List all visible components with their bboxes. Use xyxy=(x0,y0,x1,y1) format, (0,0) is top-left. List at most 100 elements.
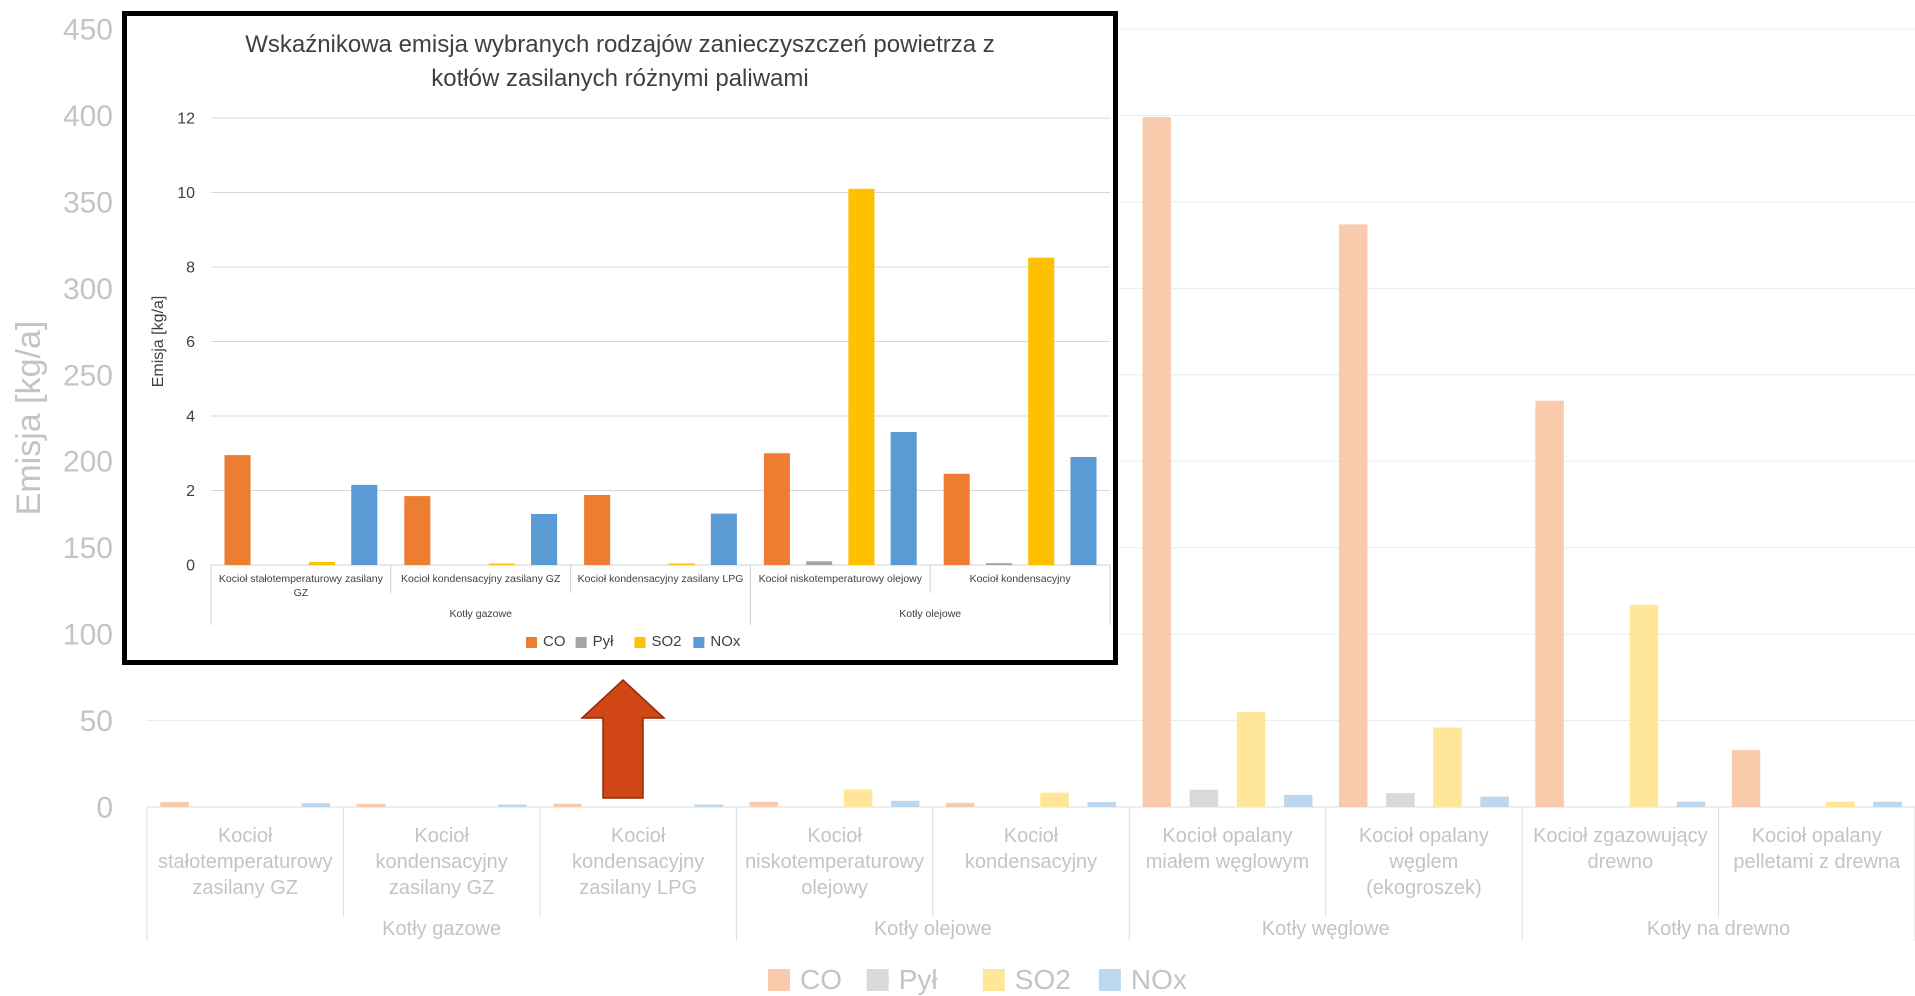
legend-swatch-py xyxy=(575,637,587,648)
category-label: Kocioł xyxy=(414,825,469,847)
group-label: Kotły olejowe xyxy=(899,608,961,620)
bar-nox-2 xyxy=(694,804,724,807)
legend-label: Pył xyxy=(899,964,939,995)
category-label: Kocioł zgazowujący xyxy=(1533,825,1708,847)
bar-co-3 xyxy=(763,453,790,565)
bar-co-3 xyxy=(749,801,779,807)
bar-so2-3 xyxy=(843,789,873,807)
category-label: Kocioł opalany xyxy=(1162,825,1292,847)
category-label: Kocioł opalany xyxy=(1752,825,1882,847)
bar-nox-1 xyxy=(498,804,527,807)
y-axis-label: Emisja [kg/a] xyxy=(150,296,167,388)
group-label: Kotły gazowe xyxy=(449,608,512,620)
category-label: GZ xyxy=(294,587,309,599)
category-label: (ekogroszek) xyxy=(1366,877,1482,899)
bar-co-1 xyxy=(404,496,431,565)
inset-chart: 0 2 4 6 8 10 12 Emisja [kg/a] Kocioł stałotemper… xyxy=(150,111,1111,650)
legend-swatch-nox xyxy=(1098,969,1121,991)
group-label: Kotły gazowe xyxy=(382,918,501,940)
category-label: Kocioł niskotemperaturowy olejowy xyxy=(759,573,923,585)
category-label: węglem xyxy=(1388,851,1458,873)
y-tick-label: 8 xyxy=(186,260,195,277)
category-label: kondensacyjny xyxy=(572,851,704,873)
bar-co-2 xyxy=(553,803,582,807)
y-tick-label: 250 xyxy=(63,359,113,392)
bar-co-4 xyxy=(943,473,970,565)
legend-swatch-co xyxy=(768,969,790,991)
bar-nox-0 xyxy=(301,803,331,807)
bar-nox-2 xyxy=(710,513,737,565)
bar-so2-3 xyxy=(848,188,875,565)
legend-swatch-so2 xyxy=(634,637,646,648)
bar-so2-0 xyxy=(308,562,336,565)
bar-py-4 xyxy=(985,563,1013,565)
bar-co-6 xyxy=(1338,224,1368,807)
bar-co-1 xyxy=(356,803,386,807)
legend-label: SO2 xyxy=(1015,964,1071,995)
legend-swatch-nox xyxy=(693,637,705,648)
legend-label: NOx xyxy=(1131,964,1187,995)
category-label: olejowy xyxy=(801,877,868,899)
legend-label: Pył xyxy=(593,633,615,650)
category-label: kondensacyjny xyxy=(376,851,508,873)
category-label: Kocioł kondensacyjny xyxy=(970,573,1072,585)
y-tick-label: 2 xyxy=(186,483,195,500)
category-label: niskotemperaturowy xyxy=(745,851,924,873)
legend-label: NOx xyxy=(710,633,741,650)
category-label: pelletami z drewna xyxy=(1733,851,1901,873)
bar-so2-2 xyxy=(668,563,695,565)
bar-co-7 xyxy=(1535,400,1564,807)
group-label: Kotły na drewno xyxy=(1647,918,1790,940)
y-tick-label: 450 xyxy=(63,14,113,47)
category-label: Kocioł xyxy=(807,825,862,847)
bar-so2-4 xyxy=(1040,792,1069,807)
bar-nox-6 xyxy=(1480,796,1509,807)
legend-label: SO2 xyxy=(652,633,682,650)
y-tick-label: 12 xyxy=(177,111,195,128)
legend-swatch-so2 xyxy=(982,969,1005,991)
y-tick-label: 4 xyxy=(186,409,195,426)
bar-so2-6 xyxy=(1433,727,1462,807)
y-axis-label: Emisja [kg/a] xyxy=(10,321,48,516)
y-tick-label: 300 xyxy=(63,273,113,306)
arrow-shape xyxy=(580,678,666,799)
y-tick-label: 10 xyxy=(177,185,195,202)
category-label: drewno xyxy=(1588,851,1654,873)
category-label: Kocioł stałotemperaturowy zasilany xyxy=(219,573,384,585)
y-tick-label: 0 xyxy=(96,792,113,825)
y-tick-label: 200 xyxy=(63,446,113,479)
bar-nox-8 xyxy=(1873,801,1902,807)
bar-so2-8 xyxy=(1826,801,1855,807)
category-label: zasilany GZ xyxy=(192,877,298,899)
category-label: Kocioł xyxy=(1004,825,1059,847)
legend-label: CO xyxy=(543,633,566,650)
category-label: Kocioł kondensacyjny zasilany GZ xyxy=(401,573,561,585)
bar-nox-4 xyxy=(1087,801,1116,807)
category-label: zasilany LPG xyxy=(579,877,697,899)
bar-nox-3 xyxy=(890,432,917,565)
bar-so2-7 xyxy=(1629,604,1659,807)
bar-co-4 xyxy=(946,802,975,807)
group-label: Kotły olejowe xyxy=(874,918,992,940)
category-label: Kocioł xyxy=(218,825,273,847)
inset-chart-title: Wskaźnikowa emisja wybranych rodzajów za… xyxy=(245,31,995,92)
bar-nox-5 xyxy=(1283,794,1313,807)
bar-co-5 xyxy=(1142,117,1171,807)
bar-co-0 xyxy=(160,801,189,807)
legend-label: CO xyxy=(800,964,842,995)
bar-co-0 xyxy=(224,455,251,565)
bar-co-8 xyxy=(1731,749,1761,807)
bar-so2-5 xyxy=(1236,711,1266,807)
category-label: Kocioł opalany xyxy=(1359,825,1489,847)
group-label: Kotły węglowe xyxy=(1262,918,1390,940)
bar-nox-7 xyxy=(1676,801,1706,807)
bar-py-5 xyxy=(1189,789,1219,807)
inset-chart-panel: Wskaźnikowa emisja wybranych rodzajów za… xyxy=(122,11,1118,665)
y-tick-label: 0 xyxy=(186,558,195,575)
category-label: kondensacyjny xyxy=(965,851,1097,873)
y-tick-label: 150 xyxy=(63,532,113,565)
category-label: Kocioł kondensacyjny zasilany LPG xyxy=(578,573,744,585)
bar-so2-4 xyxy=(1028,257,1055,565)
y-tick-label: 400 xyxy=(63,100,113,133)
